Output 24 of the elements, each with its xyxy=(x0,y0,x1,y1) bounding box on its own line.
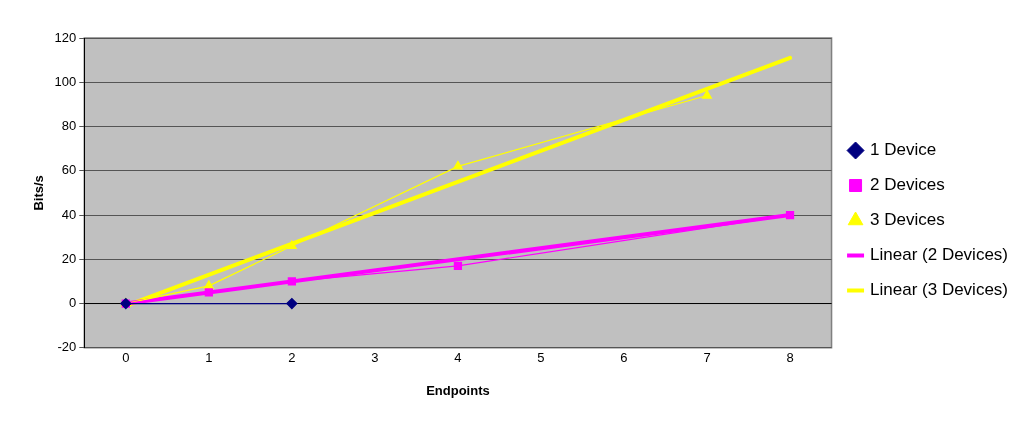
x-tick-label: 0 xyxy=(122,350,130,366)
y-tick-label: 20 xyxy=(61,250,77,266)
y-tick-label: -20 xyxy=(57,339,77,355)
x-tick-label: 4 xyxy=(454,350,462,366)
x-tick-label: 7 xyxy=(703,350,711,366)
y-tick-label: 80 xyxy=(61,118,77,134)
x-tick-label: 8 xyxy=(786,350,794,366)
x-tick-label: 5 xyxy=(537,350,545,366)
x-axis-title: Endpoints xyxy=(426,382,490,398)
x-tick-label: 2 xyxy=(288,350,296,366)
legend-label: Linear (3 Devices) xyxy=(870,280,1009,300)
y-axis-title: Bits/s xyxy=(31,175,47,211)
y-tick-label: 100 xyxy=(54,73,77,89)
legend-label: Linear (2 Devices) xyxy=(870,245,1009,265)
x-tick-label: 1 xyxy=(205,350,213,366)
y-tick-label: 120 xyxy=(54,29,77,45)
legend-label: 2 Devices xyxy=(870,175,945,195)
x-tick-label: 3 xyxy=(371,350,379,366)
legend-label: 1 Device xyxy=(870,140,937,160)
x-tick-label: 6 xyxy=(620,350,628,366)
y-tick-label: 40 xyxy=(61,206,77,222)
y-tick-label: 60 xyxy=(61,162,77,178)
y-tick-label: 0 xyxy=(69,295,77,311)
legend-label: 3 Devices xyxy=(870,210,945,230)
